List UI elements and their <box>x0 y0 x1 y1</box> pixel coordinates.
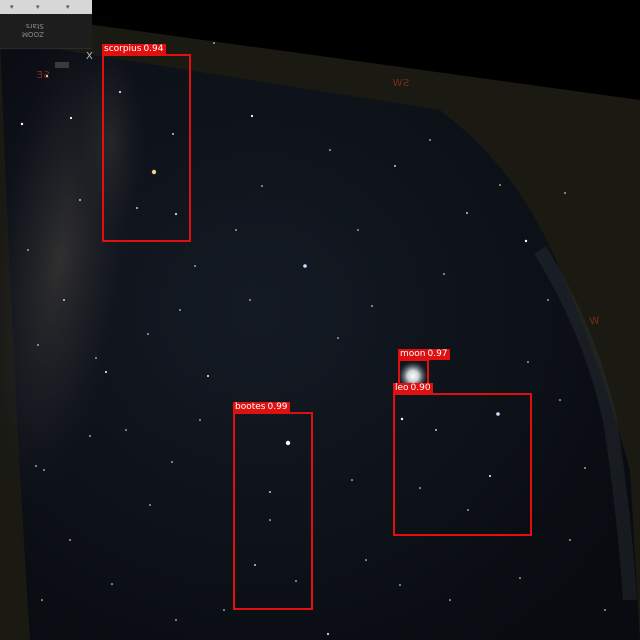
sky-dome <box>0 40 640 640</box>
chevron-down-icon[interactable]: ▾ <box>66 3 70 11</box>
panel-text: ZOOM Stars <box>22 22 44 38</box>
detection-class: scorpius <box>104 44 142 54</box>
detection-score: 0.99 <box>267 402 288 412</box>
detection-label: moon 0.97 <box>398 349 450 360</box>
detection-box-leo[interactable]: leo 0.90 <box>393 383 532 536</box>
chevron-down-icon[interactable]: ▾ <box>10 3 14 11</box>
chevron-down-icon[interactable]: ▾ <box>36 3 40 11</box>
detection-class: moon <box>400 349 426 359</box>
detection-class: bootes <box>235 402 266 412</box>
compass-label-w: W <box>588 315 601 328</box>
detection-box-scorpius[interactable]: scorpius 0.94 <box>102 44 191 242</box>
compass-label-se: SE <box>36 70 50 81</box>
panel-text-line: Stars <box>25 22 44 30</box>
settings-panel[interactable]: ▾ ▾ ▾ ZOOM Stars <box>0 0 92 49</box>
detection-box-bootes[interactable]: bootes 0.99 <box>233 402 313 610</box>
panel-header-strip: ▾ ▾ ▾ <box>0 0 92 14</box>
detection-score: 0.90 <box>410 383 431 393</box>
detection-score: 0.97 <box>427 349 448 359</box>
detection-score: 0.94 <box>143 44 164 54</box>
star-field <box>20 42 606 635</box>
app-logo <box>55 62 69 68</box>
detection-label: leo 0.90 <box>393 383 433 394</box>
detection-label: scorpius 0.94 <box>102 44 166 55</box>
detection-label: bootes 0.99 <box>233 402 290 413</box>
compass-label-sw: SW <box>392 78 410 89</box>
detection-class: leo <box>395 383 409 393</box>
close-icon[interactable]: X <box>86 51 93 62</box>
panel-text-line: ZOOM <box>22 30 44 38</box>
